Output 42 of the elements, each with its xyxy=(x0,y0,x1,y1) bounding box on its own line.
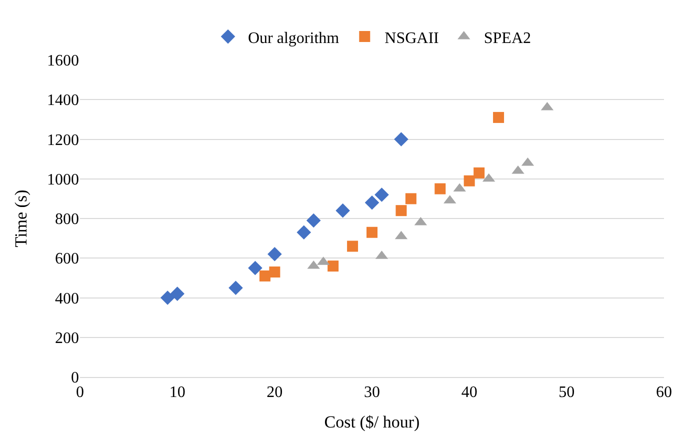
x-tick-label: 50 xyxy=(558,384,575,402)
y-tick-label: 400 xyxy=(55,290,79,308)
y-tick-label: 1400 xyxy=(47,92,79,110)
point xyxy=(493,112,504,123)
point xyxy=(394,132,408,146)
point xyxy=(269,266,280,278)
y-tick-label: 800 xyxy=(55,211,79,228)
point xyxy=(306,213,321,228)
y-tick-label: 1600 xyxy=(47,52,79,70)
point xyxy=(296,225,312,240)
x-axis-title: Cost ($/ hour) xyxy=(324,412,420,432)
y-tick-label: 1200 xyxy=(47,132,79,149)
point xyxy=(248,260,262,276)
point xyxy=(259,270,270,282)
point xyxy=(434,183,446,194)
point xyxy=(396,205,407,216)
x-tick-label: 40 xyxy=(461,384,478,402)
x-tick-label: 60 xyxy=(656,384,672,402)
point xyxy=(170,286,184,301)
y-tick-label: 200 xyxy=(55,330,79,347)
point xyxy=(464,175,475,186)
x-tick-label: 10 xyxy=(169,384,186,402)
x-tick-label: 20 xyxy=(266,384,283,402)
y-axis-title: Time (s) xyxy=(12,190,31,248)
legend-label: NSGAII xyxy=(384,30,439,47)
x-tick-label: 30 xyxy=(364,384,380,402)
point xyxy=(160,290,175,305)
legend-label: Our algorithm xyxy=(248,30,340,47)
y-tick-label: 600 xyxy=(55,250,79,268)
point xyxy=(336,203,350,218)
point xyxy=(405,193,416,204)
point xyxy=(228,280,243,295)
y-tick-label: 0 xyxy=(71,370,79,387)
point xyxy=(374,188,389,202)
y-tick-label: 1000 xyxy=(47,171,79,188)
point xyxy=(364,196,380,210)
point xyxy=(347,240,358,252)
legend-label: SPEA2 xyxy=(484,30,531,47)
point xyxy=(474,167,485,178)
point xyxy=(366,226,378,238)
point xyxy=(328,260,339,272)
point xyxy=(268,247,282,262)
